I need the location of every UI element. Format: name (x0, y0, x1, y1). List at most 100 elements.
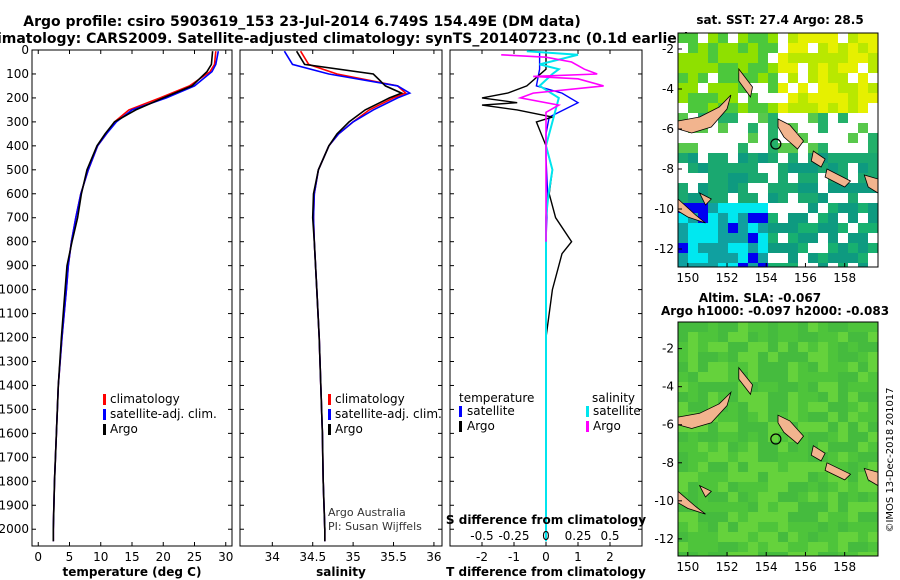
land-polygon (698, 192, 712, 206)
temperature-panel: 0 5 10 15 20 25 30 temperature (deg C) (31, 49, 233, 579)
lon-tick-label: 158 (833, 560, 856, 574)
legend-satellite-swatch (103, 409, 106, 420)
credit-line-2: PI: Susan Wijffels (328, 520, 422, 533)
plot-frame (31, 49, 233, 547)
x-tick-label: -2 (476, 550, 488, 564)
legend-s-argo-swatch (586, 421, 589, 432)
salinity-legend: climatology satellite-adj. clim. Argo (328, 392, 442, 436)
header-line-1: Argo profile: csiro 5903619_153 23-Jul-2… (23, 14, 581, 30)
legend-climatology-swatch (103, 394, 106, 405)
lat-tick-label: -6 (662, 418, 674, 432)
difference-panel: -2 -1 0 1 2T difference from climatology (446, 49, 646, 579)
x-tick-label: 0 (542, 550, 550, 564)
lat-tick-label: -2 (662, 42, 674, 56)
s-diff-tick-label: -0.5 (470, 529, 493, 543)
sla-map-title: Altim. SLA: -0.067 (699, 291, 821, 305)
depth-tick-label: 1800 (0, 474, 29, 488)
x-tick-label: 35 (345, 550, 360, 564)
series-argo (295, 50, 404, 542)
depth-tick-label: 700 (6, 211, 29, 225)
x-tick-label: -1 (508, 550, 520, 564)
x-axis-label: T difference from climatology (446, 565, 646, 579)
land-polygon (824, 462, 852, 481)
land-polygon (810, 150, 826, 168)
depth-tick-label: 900 (6, 259, 29, 273)
legend-s-argo: Argo (593, 419, 621, 433)
copyright-vertical: ©IMOS 13-Dec-2018 201017 (885, 387, 896, 532)
lon-tick-label: 152 (716, 560, 739, 574)
legend-t-satellite-swatch (459, 406, 462, 417)
sla-map-subtitle: Argo h1000: -0.097 h2000: -0.083 (661, 304, 889, 318)
depth-tick-label: 600 (6, 187, 29, 201)
depth-tick-label: 1600 (0, 426, 29, 440)
x-axis-label: salinity (316, 565, 366, 579)
legend-t-satellite: satellite (467, 404, 515, 418)
x-tick-label: 34.5 (299, 550, 326, 564)
depth-tick-label: 400 (6, 139, 29, 153)
header-line-2: Climatology: CARS2009. Satellite-adjuste… (0, 31, 690, 47)
legend-t-argo: Argo (467, 419, 495, 433)
map-frame (677, 321, 879, 557)
series-argo (52, 51, 214, 542)
x-tick-label: 36 (426, 550, 441, 564)
depth-tick-label: 1500 (0, 402, 29, 416)
x-axis-label: temperature (deg C) (63, 565, 202, 579)
land-polygon (678, 490, 706, 515)
s-difference-ticks: -0.5 -0.25 0 0.25 0.5 (470, 529, 619, 543)
lon-tick-label: 150 (676, 560, 699, 574)
lat-tick-label: -8 (662, 162, 674, 176)
legend-t-argo-swatch (459, 421, 462, 432)
series-s-argo (501, 54, 604, 242)
depth-tick-label: 1000 (0, 283, 29, 297)
lat-tick-label: -12 (654, 242, 674, 256)
land-polygon (863, 174, 878, 194)
legend-argo: Argo (335, 422, 363, 436)
lat-tick-label: -12 (654, 532, 674, 546)
land-polygon (678, 198, 706, 224)
x-tick-label: 0 (34, 550, 42, 564)
lat-tick-label: -2 (662, 342, 674, 356)
x-tick-label: 15 (124, 550, 139, 564)
depth-axis: 0 100 200 300 400 500 600 700 800 900 1000 1100 1200… (0, 43, 29, 536)
lat-tick-label: -10 (654, 494, 674, 508)
legend-argo-swatch (103, 424, 106, 435)
x-tick-label: 34 (265, 550, 280, 564)
legend-s-satellite: satellite (593, 404, 641, 418)
sst-map-title: sat. SST: 27.4 Argo: 28.5 (696, 13, 863, 27)
land-polygon (738, 67, 753, 98)
lon-tick-label: 152 (716, 271, 739, 285)
s-difference-label: S difference from climatology (446, 513, 646, 527)
lon-tick-label: 158 (833, 271, 856, 285)
map-field (678, 33, 878, 267)
land-polygon (738, 366, 753, 396)
depth-tick-label: 100 (6, 67, 29, 81)
legend-satellite: satellite-adj. clim. (335, 407, 442, 421)
legend-climatology-swatch (328, 394, 331, 405)
legend-argo-swatch (328, 424, 331, 435)
depth-tick-label: 1400 (0, 378, 29, 392)
land-polygon (678, 94, 732, 134)
lon-tick-label: 156 (794, 560, 817, 574)
lon-tick-label: 156 (794, 271, 817, 285)
legend-satellite-swatch (328, 409, 331, 420)
credit-line-1: Argo Australia (328, 506, 406, 519)
salinity-panel: 34 34.5 35 35.5 36 salinity (239, 49, 443, 579)
x-tick-label: 25 (187, 550, 202, 564)
depth-tick-label: 1200 (0, 331, 29, 345)
map-field (678, 322, 878, 556)
s-diff-tick-label: -0.25 (498, 529, 529, 543)
s-diff-tick-label: 0 (542, 529, 550, 543)
temperature-legend: climatology satellite-adj. clim. Argo (103, 392, 217, 436)
depth-tick-label: 1300 (0, 354, 29, 368)
plot-frame (239, 49, 443, 547)
lat-tick-label: -8 (662, 456, 674, 470)
land-polygon (810, 445, 826, 462)
s-diff-tick-label: 0.25 (565, 529, 592, 543)
lat-tick-label: -10 (654, 202, 674, 216)
x-tick-label: 35.5 (380, 550, 407, 564)
depth-tick-label: 200 (6, 91, 29, 105)
land-polygon (863, 467, 878, 487)
depth-tick-label: 800 (6, 235, 29, 249)
profile-location-marker (770, 138, 782, 150)
